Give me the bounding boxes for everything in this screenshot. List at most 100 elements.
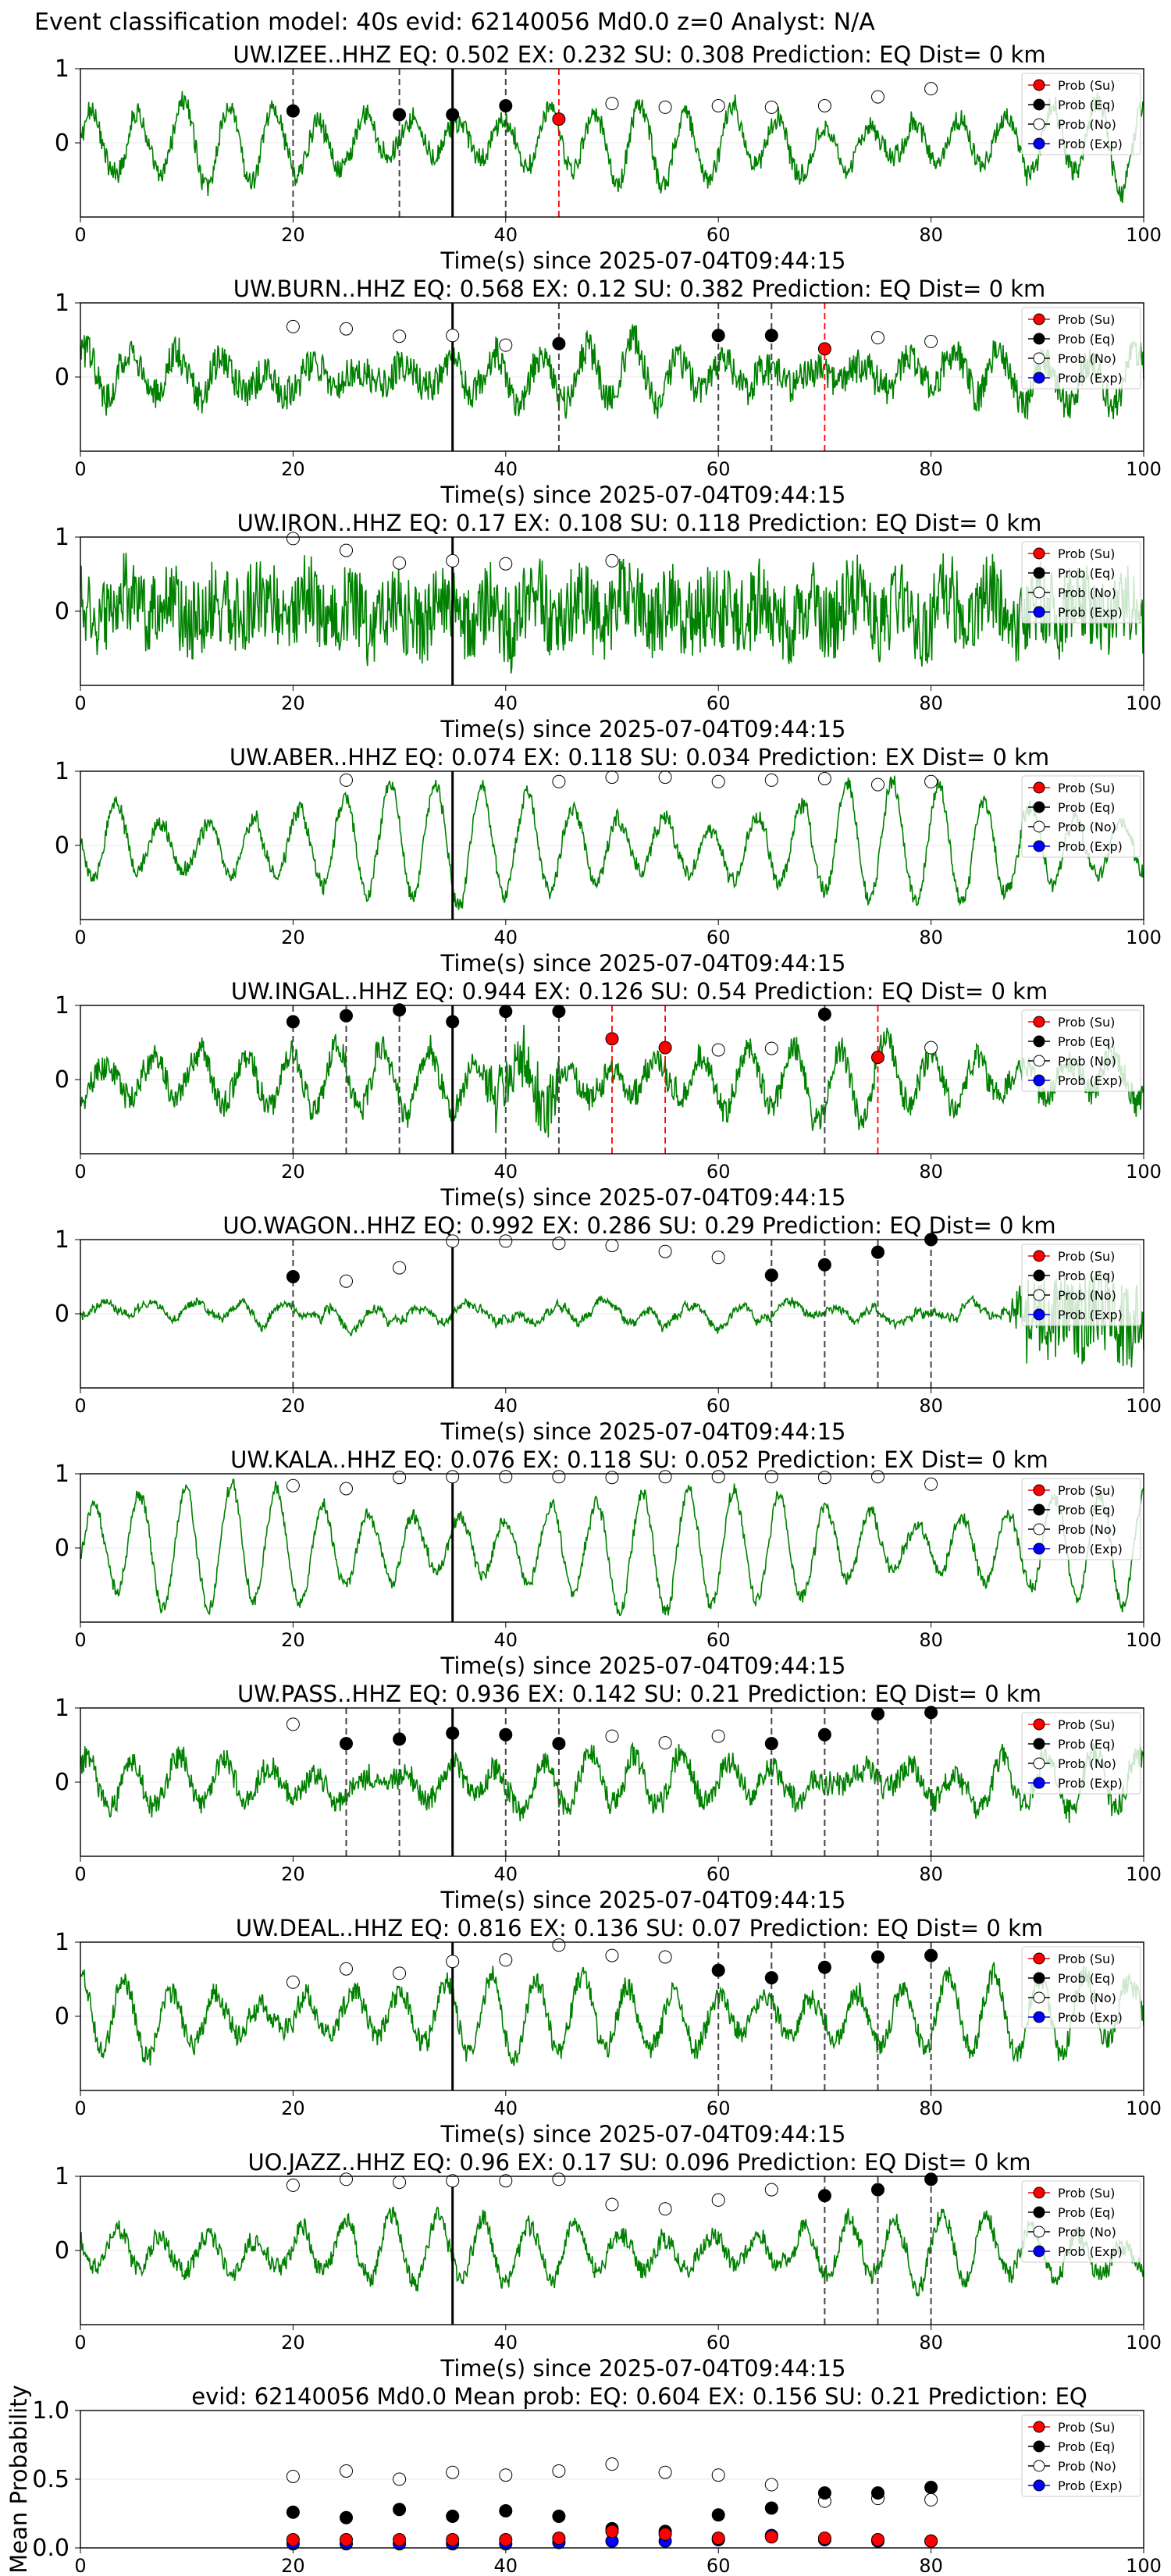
panel-2: UW.BURN..HHZ EQ: 0.568 EX: 0.12 SU: 0.38… <box>55 276 1162 508</box>
x-tick-label: 40 <box>494 1161 518 1183</box>
x-tick-label: 40 <box>494 2097 518 2119</box>
x-tick-label: 60 <box>707 458 731 480</box>
legend-box <box>1021 1946 1141 2029</box>
no-prob-marker <box>924 774 938 788</box>
mean-no-marker <box>499 2468 513 2482</box>
no-prob-marker <box>552 1236 566 1251</box>
eq-prob-marker <box>552 1005 566 1019</box>
no-prob-marker <box>658 100 672 114</box>
no-prob-marker <box>446 1234 460 1248</box>
eq-prob-marker <box>499 1727 513 1742</box>
no-prob-marker <box>446 1470 460 1484</box>
y-tick-label: 0 <box>55 832 69 859</box>
legend-marker <box>1033 2011 1045 2023</box>
eq-prob-marker <box>871 1950 884 1964</box>
x-axis-label: Time(s) since 2025-07-04T09:44:15 <box>440 1653 846 1679</box>
eq-prob-marker <box>817 2189 831 2203</box>
panel-title: UW.ABER..HHZ EQ: 0.074 EX: 0.118 SU: 0.0… <box>230 744 1049 770</box>
x-tick-label: 80 <box>919 1629 943 1651</box>
no-prob-marker <box>711 2193 725 2207</box>
mean-su-marker <box>924 2534 938 2548</box>
eq-prob-marker <box>871 1707 884 1721</box>
legend-marker <box>1033 567 1045 579</box>
eq-prob-marker <box>499 1005 513 1019</box>
legend-label: Prob (Eq) <box>1058 1268 1115 1283</box>
no-prob-marker <box>817 772 831 785</box>
no-prob-marker <box>764 1041 778 1055</box>
eq-prob-marker <box>446 1726 460 1740</box>
x-tick-label: 100 <box>1126 1629 1162 1651</box>
no-prob-marker <box>393 1966 407 1980</box>
no-prob-marker <box>711 1729 725 1743</box>
no-prob-marker <box>286 1975 300 1989</box>
x-tick-label: 80 <box>919 2555 943 2576</box>
waveform-trace <box>80 1269 1144 1368</box>
legend-marker <box>1033 1777 1045 1789</box>
waveform-trace <box>80 2206 1144 2297</box>
no-prob-marker <box>711 1043 725 1057</box>
y-tick-label: 1 <box>55 2163 69 2190</box>
mean-no-marker <box>552 2464 566 2478</box>
x-tick-label: 0 <box>74 927 86 948</box>
legend-marker <box>1033 118 1045 130</box>
legend-marker <box>1033 352 1045 365</box>
eq-prob-marker <box>817 1960 831 1974</box>
x-tick-label: 100 <box>1126 2332 1162 2354</box>
x-tick-label: 20 <box>281 2555 305 2576</box>
legend-label: Prob (Eq) <box>1058 1737 1115 1752</box>
mean-eq-marker <box>764 2501 778 2515</box>
y-tick-label: 0 <box>55 2237 69 2265</box>
no-prob-marker <box>658 770 672 785</box>
eq-prob-marker <box>764 1971 778 1985</box>
no-prob-marker <box>924 1477 938 1491</box>
mean-eq-marker <box>552 2510 566 2524</box>
legend-label: Prob (Exp) <box>1058 1776 1123 1791</box>
figure-suptitle: Event classification model: 40s evid: 62… <box>34 9 875 36</box>
x-tick-label: 40 <box>494 2555 518 2576</box>
mean-su-marker <box>605 2524 619 2539</box>
x-tick-label: 0 <box>74 692 86 714</box>
eq-prob-marker <box>924 1706 938 1720</box>
no-prob-marker <box>658 1950 672 1964</box>
no-prob-marker <box>499 1234 513 1248</box>
legend-box <box>1021 1009 1141 1092</box>
mean-eq-marker <box>446 2510 460 2524</box>
y-tick-label: 0.0 <box>32 2535 69 2562</box>
panel-4: UW.ABER..HHZ EQ: 0.074 EX: 0.118 SU: 0.0… <box>55 744 1162 977</box>
mean-eq-marker <box>393 2503 407 2517</box>
mean-probability-panel: evid: 62140056 Md0.0 Mean prob: EQ: 0.60… <box>5 2383 1162 2576</box>
no-prob-marker <box>446 2174 460 2188</box>
no-prob-marker <box>605 97 619 111</box>
x-tick-label: 20 <box>281 224 305 246</box>
legend-marker <box>1033 820 1045 833</box>
x-tick-label: 20 <box>281 692 305 714</box>
eq-prob-marker <box>764 1737 778 1751</box>
panel-7: UW.KALA..HHZ EQ: 0.076 EX: 0.118 SU: 0.0… <box>55 1446 1162 1679</box>
x-tick-label: 40 <box>494 458 518 480</box>
legend-label: Prob (Eq) <box>1058 332 1115 347</box>
eq-prob-marker <box>871 1245 884 1259</box>
mean-eq-marker <box>711 2508 725 2522</box>
mean-su-marker <box>764 2530 778 2544</box>
panel-title: UW.PASS..HHZ EQ: 0.936 EX: 0.142 SU: 0.2… <box>237 1681 1041 1707</box>
eq-prob-marker <box>924 2172 938 2186</box>
y-tick-label: 0 <box>55 1300 69 1328</box>
no-prob-marker <box>764 1470 778 1484</box>
no-prob-marker <box>658 1736 672 1750</box>
legend-box <box>1021 1478 1141 1560</box>
su-prob-marker <box>658 1041 672 1055</box>
eq-prob-marker <box>393 1732 407 1746</box>
y-tick-label: 0 <box>55 1066 69 1094</box>
waveform-trace <box>80 775 1144 910</box>
legend-label: Prob (Su) <box>1058 2186 1115 2201</box>
legend-label: Prob (No) <box>1058 1522 1116 1537</box>
legend-marker <box>1033 1718 1045 1731</box>
legend-label: Prob (Eq) <box>1058 800 1115 815</box>
x-axis-label: Time(s) since 2025-07-04T09:44:15 <box>440 950 846 977</box>
legend-label: Prob (Su) <box>1058 2420 1115 2435</box>
legend-label: Prob (Eq) <box>1058 1034 1115 1049</box>
no-prob-marker <box>340 543 353 557</box>
mean-no-marker <box>764 2478 778 2492</box>
x-tick-label: 80 <box>919 1395 943 1417</box>
legend-marker <box>1033 1757 1045 1770</box>
